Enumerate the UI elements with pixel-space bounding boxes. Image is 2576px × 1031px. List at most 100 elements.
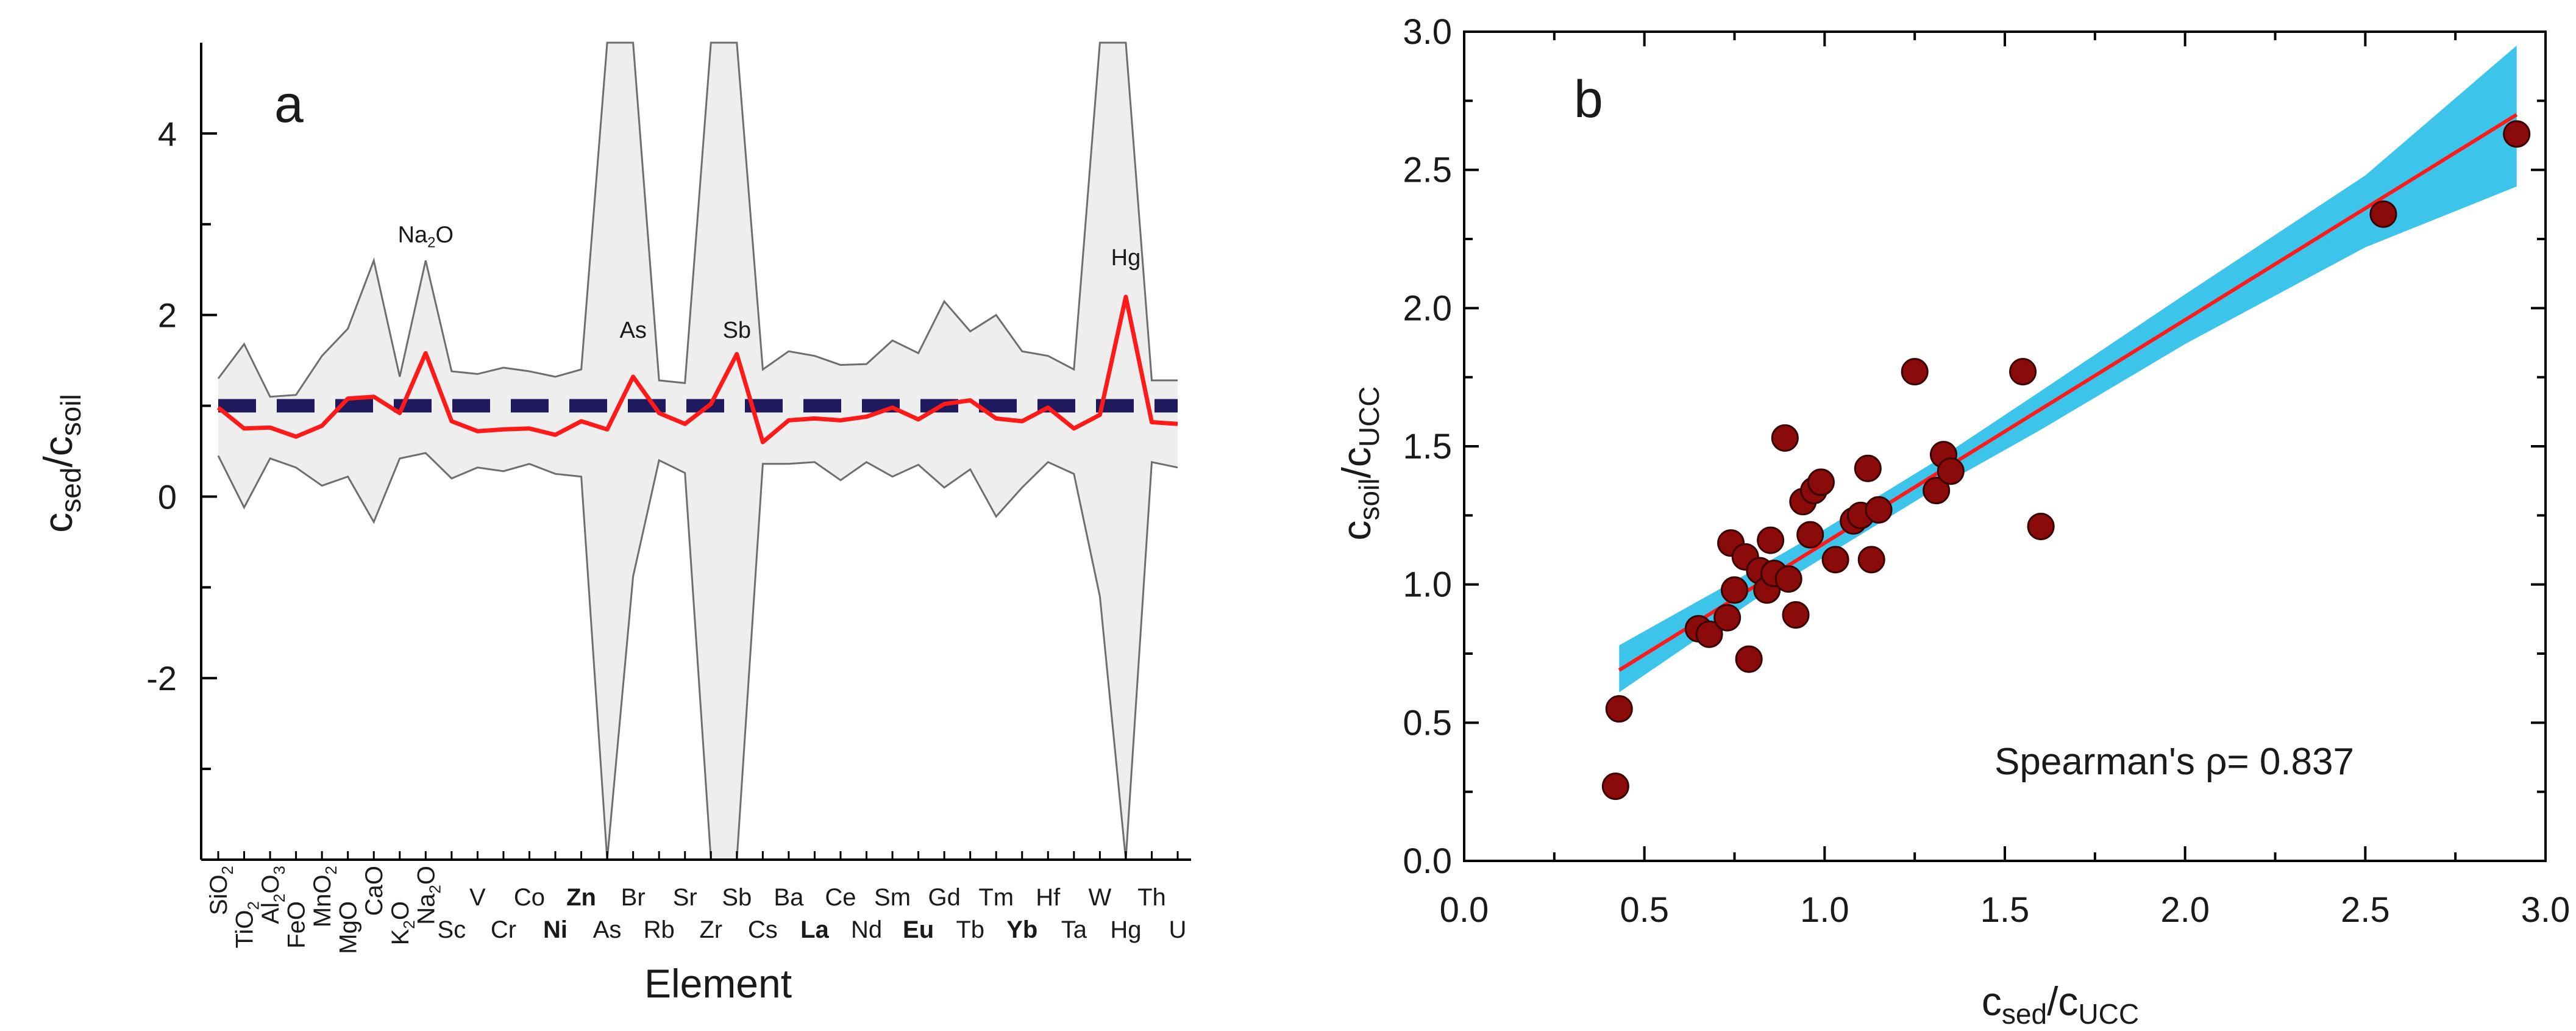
element-label-rb: Rb xyxy=(644,916,675,943)
panel-b-y-title-sub1: soil xyxy=(1353,478,1385,520)
panel-a-y-title-mid: /c xyxy=(35,436,80,467)
element-label-al2o3-sub: 2 xyxy=(270,894,288,902)
series-line-mean xyxy=(216,294,1178,444)
data-point-4 xyxy=(1695,620,1723,648)
element-label-cao-base: CaO xyxy=(361,866,388,916)
element-label-k2o-base2: O xyxy=(387,901,414,920)
x-tick-label-3-0: 3.0 xyxy=(2521,890,2571,930)
x-tick-label-1-5: 1.5 xyxy=(1980,890,2030,930)
element-label-zr: Zr xyxy=(699,916,722,943)
element-label-nd: Nd xyxy=(851,916,882,943)
data-point-30 xyxy=(1937,457,1965,485)
element-label-w: W xyxy=(1088,884,1111,911)
y-tick-label-1-0: 1.0 xyxy=(1403,565,1452,605)
element-label-al2o3: Al2O3 xyxy=(257,866,288,924)
panel-a-y-ticks: 4 2 0 -2 xyxy=(146,115,177,697)
y-tick-label-2-0: 2.0 xyxy=(1403,288,1452,328)
annotation-sb: Sb xyxy=(723,318,751,343)
y-tick-label-4: 4 xyxy=(158,115,177,153)
element-label-sc: Sc xyxy=(438,916,466,943)
element-label-feo: FeO xyxy=(283,901,310,949)
element-label-tio2-base: TiO xyxy=(232,910,258,948)
element-label-k2o-base: K xyxy=(387,929,414,945)
element-label-gd: Gd xyxy=(928,884,960,911)
y-tick-label-1-5: 1.5 xyxy=(1403,427,1452,466)
element-label-hf: Hf xyxy=(1036,884,1061,911)
data-point-15 xyxy=(1774,565,1802,593)
element-label-mno2: MnO2 xyxy=(309,866,340,927)
element-label-br: Br xyxy=(621,884,646,911)
element-label-tm: Tm xyxy=(978,884,1014,911)
data-point-20 xyxy=(1807,468,1835,496)
element-label-cao: CaO xyxy=(361,866,388,916)
panel-b-y-axis-title: csoil/cUCC xyxy=(1334,386,1385,540)
element-label-ba: Ba xyxy=(774,884,804,911)
annotation-na2o-base: Na xyxy=(398,223,428,248)
element-label-sio2-base: SiO xyxy=(205,874,232,915)
panel-b-y-title-mid: /c xyxy=(1334,447,1379,478)
element-label-al2o3-base2: O xyxy=(257,874,284,893)
data-point-31 xyxy=(2009,358,2037,386)
panel-b-x-title-c: c xyxy=(1982,979,2002,1024)
panel-a-y-title-c: c xyxy=(35,513,80,533)
panel-b-x-ticks: 0.0 0.5 1.0 1.5 2.0 2.5 3.0 xyxy=(1440,890,2571,930)
element-label-na2o-base2: O xyxy=(413,866,439,885)
annotation-na2o-sub: 2 xyxy=(427,235,435,251)
element-label-sm: Sm xyxy=(874,884,911,911)
annotation-hg-base: Hg xyxy=(1111,245,1141,271)
element-label-na2o-sub: 2 xyxy=(425,885,444,893)
data-point-16 xyxy=(1782,601,1810,629)
x-tick-label-0-5: 0.5 xyxy=(1620,890,1669,930)
panel-a-series xyxy=(216,294,1178,444)
element-label-cs: Cs xyxy=(748,916,778,943)
element-label-u: U xyxy=(1169,916,1187,943)
element-label-tio2-sub: 2 xyxy=(244,901,263,910)
panel-a-letter: a xyxy=(274,75,304,134)
element-label-na2o: Na2O xyxy=(413,866,444,925)
data-point-2 xyxy=(1605,695,1633,723)
y-tick-label-0-5: 0.5 xyxy=(1403,703,1452,743)
x-tick-label-2-0: 2.0 xyxy=(2160,890,2210,930)
panel-a-axes xyxy=(200,43,1191,861)
panel-b-letter: b xyxy=(1574,70,1603,129)
element-label-v: V xyxy=(469,884,486,911)
panel-b-y-title-c: c xyxy=(1334,521,1379,541)
element-label-ta: Ta xyxy=(1061,916,1087,943)
data-point-33 xyxy=(2369,200,2397,228)
data-point-14 xyxy=(1771,424,1799,452)
panel-b-correlation-label: Spearman's ρ= 0.837 xyxy=(1994,741,2354,783)
annotation-hg: Hg xyxy=(1111,245,1141,271)
annotation-na2o-base2: O xyxy=(436,223,454,248)
element-label-yb: Yb xyxy=(1006,916,1037,943)
panel-a-range-band xyxy=(217,41,1178,861)
y-tick-label-0-0: 0.0 xyxy=(1403,841,1452,881)
panel-b-x-title-sub1: sed xyxy=(2002,998,2047,1030)
element-label-sio2: SiO2 xyxy=(205,866,237,915)
panel-b-chart: 0.0 0.5 1.0 1.5 2.0 2.5 3.0 0.0 0.5 1.0 1.5 2.0 2.5… xyxy=(1334,12,2570,1030)
element-label-k2o-sub: 2 xyxy=(400,920,418,929)
series-line-lower xyxy=(217,452,1178,861)
panel-b-x-axis-title: csed/cUCC xyxy=(1982,979,2139,1030)
data-point-28 xyxy=(1923,477,1951,505)
data-point-24 xyxy=(1854,454,1882,482)
data-point-21 xyxy=(1821,546,1849,574)
element-label-la: La xyxy=(800,916,829,943)
data-point-12 xyxy=(1757,526,1785,554)
data-point-9 xyxy=(1735,645,1763,673)
panel-b-points xyxy=(1601,120,2531,801)
element-label-cr: Cr xyxy=(491,916,516,943)
element-label-mno2-base: MnO xyxy=(309,874,336,927)
panel-b-y-ticks: 0.0 0.5 1.0 1.5 2.0 2.5 3.0 xyxy=(1403,12,1452,881)
element-label-mgo: MgO xyxy=(335,901,362,954)
data-point-5 xyxy=(1713,604,1742,632)
panel-b-axes xyxy=(1463,30,2547,862)
y-tick-label-0: 0 xyxy=(158,477,177,516)
panel-a-element-labels: SiO2TiO2Al2O3FeOMnO2MgOCaOK2ONa2OScVCrCo… xyxy=(205,866,1186,954)
element-label-tio2: TiO2 xyxy=(232,901,263,948)
panel-b-confidence-band xyxy=(1619,45,2517,693)
panel-a-y-axis-title: csed/csoil xyxy=(35,394,87,533)
element-label-as: As xyxy=(593,916,622,943)
data-point-18 xyxy=(1796,521,1824,549)
data-point-1 xyxy=(1601,772,1629,801)
